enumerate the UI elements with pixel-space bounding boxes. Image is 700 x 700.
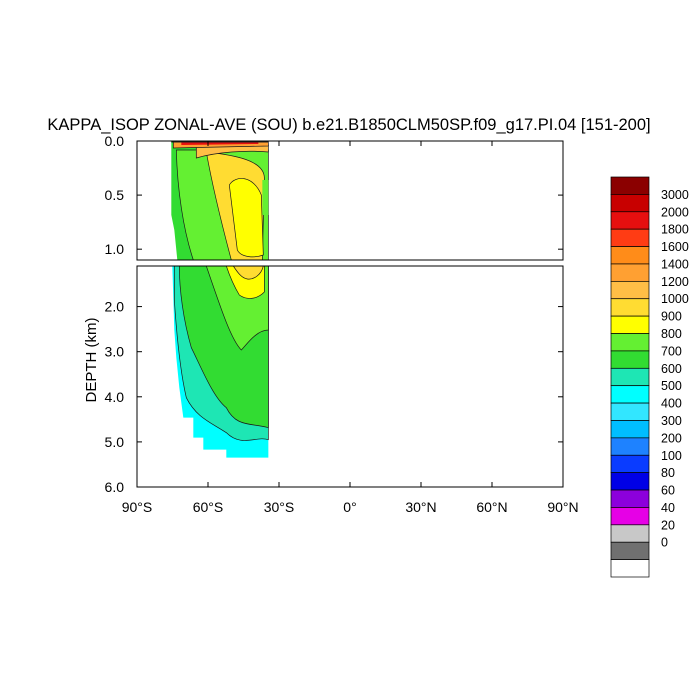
colorbar-label: 2000 xyxy=(661,205,689,219)
colorbar-label: 40 xyxy=(661,501,675,515)
colorbar-swatch xyxy=(610,194,650,213)
colorbar-label: 800 xyxy=(661,327,682,341)
colorbar-label: 1000 xyxy=(661,292,689,306)
colorbar-swatch xyxy=(610,350,650,369)
colorbar-swatch xyxy=(610,298,650,317)
colorbar-label: 500 xyxy=(661,379,682,393)
colorbar-label: 60 xyxy=(661,484,675,498)
colorbar-swatch xyxy=(610,489,650,508)
lower-y-tick-label: 2.0 xyxy=(105,299,125,315)
x-tick-label: 60°N xyxy=(476,499,507,515)
colorbar-label: 300 xyxy=(661,414,682,428)
x-axis-ticks: 90°S 60°S 30°S 0° 30°N 60°N 90°N xyxy=(122,141,579,515)
colorbar-label: 80 xyxy=(661,466,675,480)
contour-band-800 xyxy=(228,178,264,258)
colorbar-swatch xyxy=(610,176,650,195)
lower-y-tick-label: 5.0 xyxy=(105,434,125,450)
colorbar-swatch xyxy=(610,454,650,474)
colorbar-swatch xyxy=(610,263,650,282)
colorbar-swatch xyxy=(610,228,650,247)
colorbar-swatch xyxy=(610,211,650,230)
colorbar-label: 200 xyxy=(661,431,682,445)
colorbar-label: 700 xyxy=(661,344,682,358)
colorbar-label: 600 xyxy=(661,362,682,376)
colorbar-label: 0 xyxy=(661,536,668,550)
lower-y-tick-label: 4.0 xyxy=(105,389,125,405)
colorbar-label: 1600 xyxy=(661,240,689,254)
colorbar: 3000200018001600140012001000900800700600… xyxy=(610,176,689,578)
colorbar-label: 900 xyxy=(661,310,682,324)
colorbar-swatch xyxy=(610,280,650,300)
contour-band-700-edge xyxy=(262,180,269,215)
colorbar-swatch xyxy=(610,402,650,421)
contour-band-900-lower xyxy=(232,265,264,280)
lower-panel: 2.0 3.0 4.0 5.0 6.0 xyxy=(105,265,564,495)
upper-y-tick-label: 0.0 xyxy=(105,133,125,149)
colorbar-swatch xyxy=(610,420,650,439)
colorbar-swatch xyxy=(610,246,650,265)
contour-band-1000 xyxy=(195,144,269,159)
colorbar-swatch xyxy=(610,333,650,352)
chart-title: KAPPA_ISOP ZONAL-AVE (SOU) b.e21.B1850CL… xyxy=(47,116,650,134)
lower-y-tick-label: 3.0 xyxy=(105,344,125,360)
x-tick-label: 90°S xyxy=(122,499,153,515)
colorbar-swatch xyxy=(610,472,650,491)
colorbar-label: 3000 xyxy=(661,188,689,202)
colorbar-label: 1200 xyxy=(661,275,689,289)
upper-y-tick-label: 1.0 xyxy=(105,241,125,257)
x-tick-label: 0° xyxy=(343,499,356,515)
colorbar-swatch xyxy=(610,559,650,578)
colorbar-label: 400 xyxy=(661,397,682,411)
colorbar-swatch xyxy=(610,385,650,404)
x-tick-label: 60°S xyxy=(193,499,224,515)
colorbar-label: 20 xyxy=(661,518,675,532)
colorbar-swatch xyxy=(610,437,650,456)
colorbar-swatch xyxy=(610,524,650,543)
upper-fill xyxy=(171,140,269,261)
colorbar-label: 100 xyxy=(661,449,682,463)
lower-fill xyxy=(172,265,269,458)
x-tick-label: 30°S xyxy=(264,499,295,515)
upper-panel: 0.0 0.5 1.0 xyxy=(105,133,564,261)
colorbar-swatch xyxy=(610,507,650,526)
colorbar-swatch xyxy=(610,315,650,334)
lower-y-tick-label: 6.0 xyxy=(105,479,125,495)
colorbar-label: 1800 xyxy=(661,223,689,237)
x-tick-label: 90°N xyxy=(547,499,578,515)
x-tick-label: 30°N xyxy=(405,499,436,515)
upper-y-tick-label: 0.5 xyxy=(105,187,125,203)
colorbar-label: 1400 xyxy=(661,257,689,271)
y-axis-label: DEPTH (km) xyxy=(83,318,100,403)
colorbar-swatch xyxy=(610,541,650,560)
colorbar-swatch xyxy=(610,367,650,387)
